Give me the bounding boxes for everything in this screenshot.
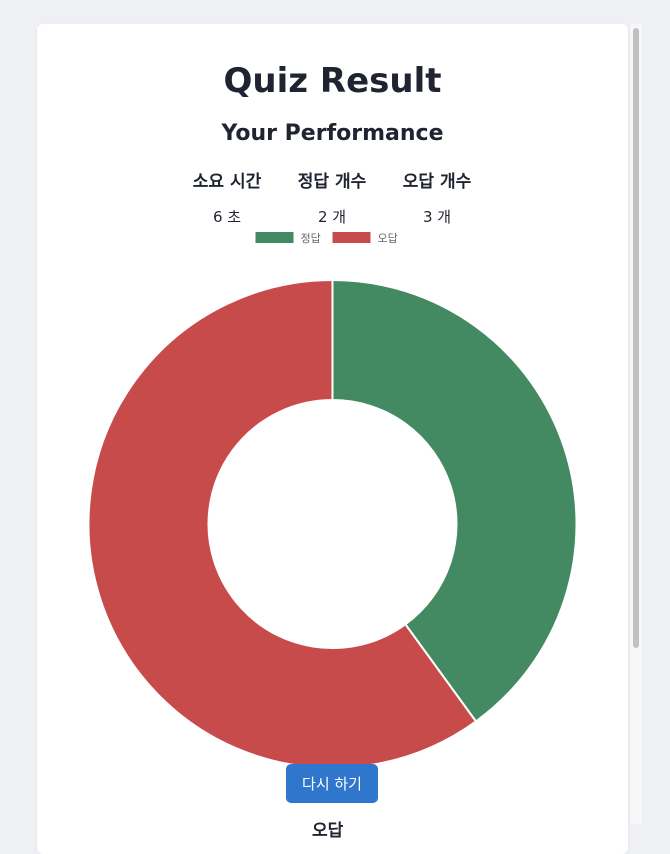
legend-label-1: 오답 — [378, 232, 398, 245]
result-donut-chart: 정답 오답 — [87, 232, 578, 769]
stats-row: 소요 시간 6 초 정답 개수 2 개 오답 개수 3 개 — [182, 172, 482, 226]
stat-time-value: 6 초 — [212, 208, 242, 226]
stat-time: 소요 시간 6 초 — [182, 172, 272, 226]
section-subtitle: Your Performance — [221, 121, 444, 146]
scrollbar-thumb[interactable] — [633, 28, 639, 648]
wrong-answers-heading: 오답 — [312, 821, 344, 841]
scrollbar[interactable] — [629, 24, 642, 824]
donut-slice-1[interactable] — [87, 278, 478, 769]
stat-wrong: 오답 개수 3 개 — [392, 172, 482, 226]
result-card: Quiz Result Your Performance 소요 시간 6 초 정… — [37, 24, 628, 854]
stat-correct-label: 정답 개수 — [297, 172, 367, 192]
legend-swatch-0 — [255, 232, 294, 243]
legend-item-0[interactable]: 정답 — [255, 232, 321, 245]
stat-wrong-label: 오답 개수 — [402, 172, 472, 192]
retry-button[interactable]: 다시 하기 — [286, 764, 378, 803]
stat-wrong-value: 3 개 — [422, 208, 452, 226]
stat-time-label: 소요 시간 — [192, 172, 262, 192]
page-title: Quiz Result — [223, 61, 442, 101]
legend-item-1[interactable]: 오답 — [332, 232, 398, 245]
legend-swatch-1 — [332, 232, 371, 243]
stat-correct: 정답 개수 2 개 — [287, 172, 377, 226]
legend-label-0: 정답 — [301, 232, 321, 245]
stat-correct-value: 2 개 — [317, 208, 347, 226]
donut-slice-0[interactable] — [331, 278, 578, 723]
